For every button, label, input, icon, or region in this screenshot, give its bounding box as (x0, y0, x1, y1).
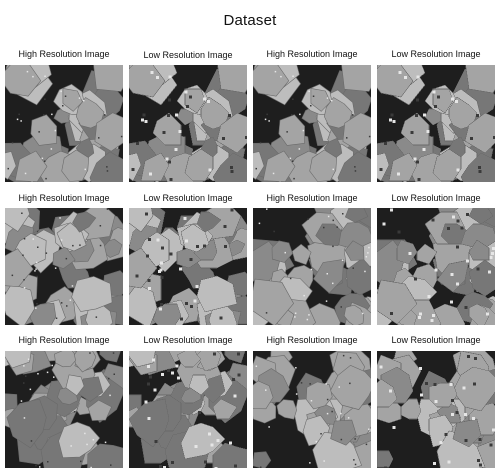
panel-r1-c2: Low Resolution Image (129, 49, 247, 183)
micro-ct-image (253, 65, 371, 182)
panel-caption: Low Resolution Image (143, 193, 233, 203)
panel-caption: Low Resolution Image (391, 335, 481, 345)
panel-r2-c3: High Resolution Image (253, 193, 371, 327)
panel-caption: Low Resolution Image (143, 335, 233, 345)
panel-caption: High Resolution Image (18, 335, 110, 345)
micro-ct-image (377, 65, 495, 182)
micro-ct-image (5, 351, 123, 468)
micro-ct-image (253, 208, 371, 325)
panel-caption: High Resolution Image (18, 49, 110, 59)
panel-caption: Low Resolution Image (391, 49, 481, 59)
panel-r3-c2: Low Resolution Image (129, 335, 247, 471)
panel-r3-c1: High Resolution Image (5, 335, 123, 471)
micro-ct-image (377, 351, 495, 468)
micro-ct-image (377, 208, 495, 325)
micro-ct-image (129, 208, 247, 325)
micro-ct-image (253, 351, 371, 468)
micro-ct-image (5, 65, 123, 182)
panel-caption: High Resolution Image (266, 335, 358, 345)
panel-r2-c2: Low Resolution Image (129, 193, 247, 327)
panel-r1-c1: High Resolution Image (5, 49, 123, 183)
panel-r2-c4: Low Resolution Image (377, 193, 495, 327)
panel-r2-c1: High Resolution Image (5, 193, 123, 327)
figure-title: Dataset (223, 12, 277, 29)
micro-ct-image (5, 208, 123, 325)
panel-r3-c4: Low Resolution Image (377, 335, 495, 471)
panel-caption: High Resolution Image (18, 193, 110, 203)
panel-caption: High Resolution Image (266, 49, 358, 59)
micro-ct-image (129, 65, 247, 182)
panel-r1-c3: High Resolution Image (253, 49, 371, 183)
micro-ct-image (129, 351, 247, 468)
panel-caption: Low Resolution Image (143, 50, 233, 60)
panel-caption: Low Resolution Image (391, 193, 481, 203)
panel-caption: High Resolution Image (266, 193, 358, 203)
panel-r3-c3: High Resolution Image (253, 335, 371, 471)
panel-r1-c4: Low Resolution Image (377, 49, 495, 183)
